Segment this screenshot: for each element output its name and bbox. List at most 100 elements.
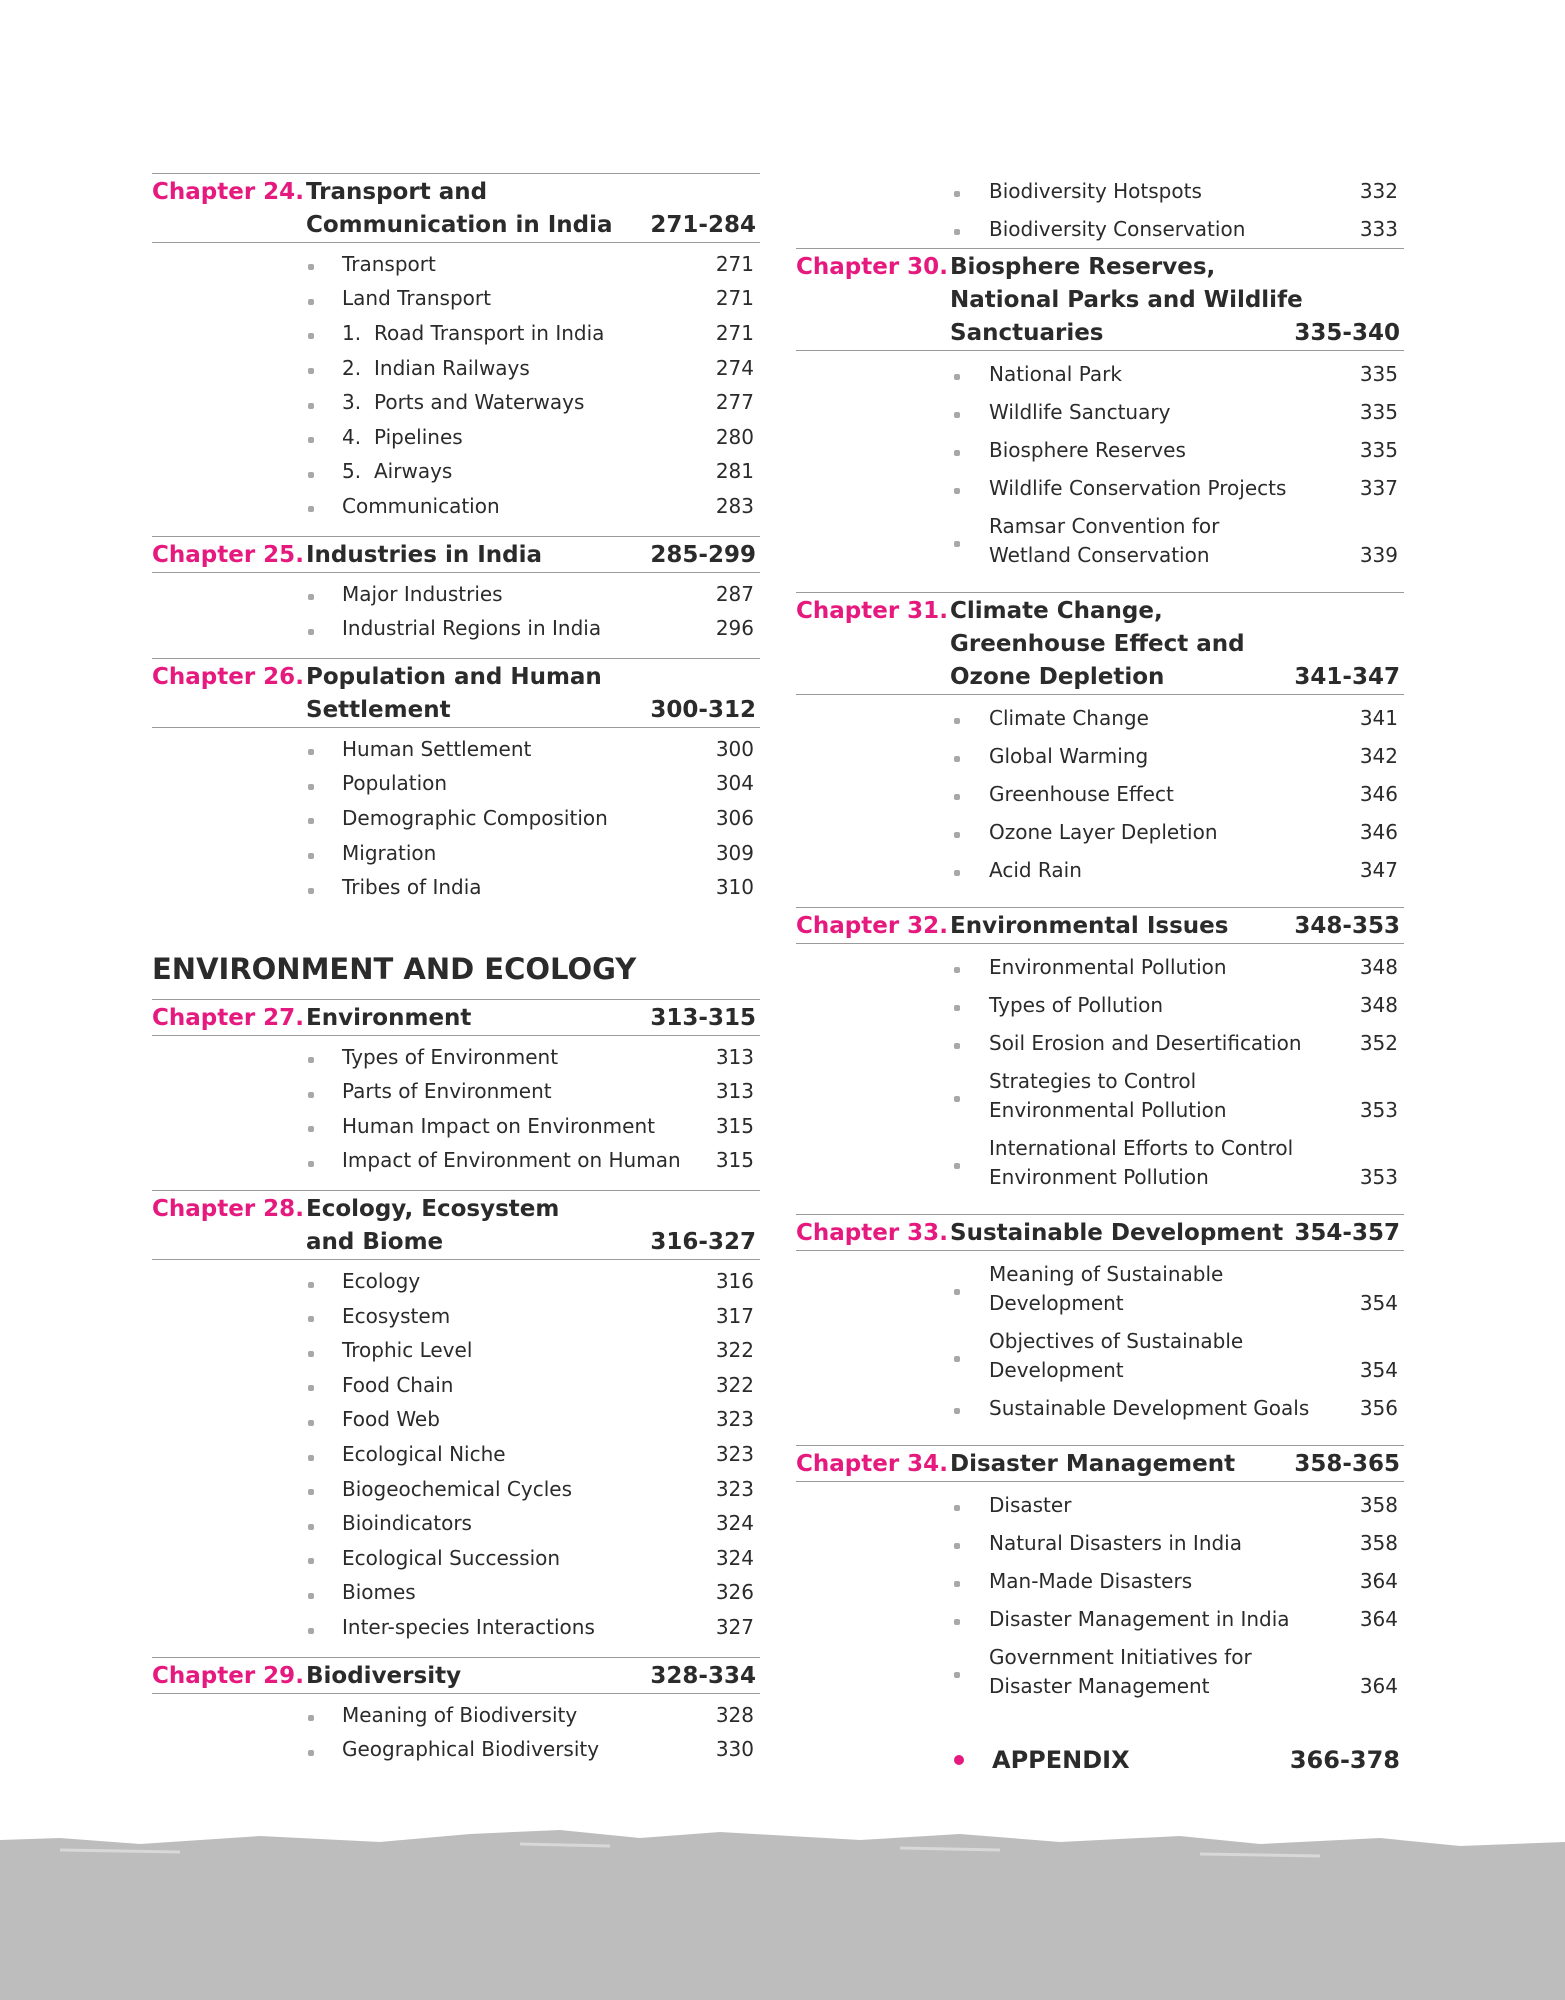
toc-item: 3. Ports and Waterways 277: [152, 385, 760, 420]
item-page: 309: [715, 840, 754, 865]
toc-item: Global Warming 342: [796, 737, 1404, 775]
item-text: Types of Pollution: [989, 991, 1404, 1020]
chapter-pages: 358-365: [1294, 1451, 1400, 1477]
bullet: [954, 1043, 960, 1049]
item-text: Types of Environment: [342, 1043, 760, 1072]
bullet: [308, 1419, 314, 1426]
item-text: Natural Disasters in India: [989, 1529, 1404, 1558]
item-text: Climate Change: [989, 704, 1404, 733]
chapter: Chapter 32. Environmental Issues 348-353 En…: [796, 907, 1404, 1196]
item-page: 296: [715, 616, 754, 641]
appendix: APPENDIX 366-378: [796, 1743, 1404, 1777]
item-text: Ecological Niche: [342, 1440, 760, 1469]
toc-item: Meaning of Sustainable Development 354: [796, 1255, 1404, 1322]
item-text: Meaning of Biodiversity: [342, 1701, 760, 1730]
left-column: Chapter 24. Transport and Communication in…: [152, 173, 760, 1779]
bullet: [954, 967, 960, 973]
item-text: Geographical Biodiversity: [342, 1735, 760, 1764]
chapter-pages: 285-299: [650, 541, 756, 568]
item-line: Geographical Biodiversity: [342, 1737, 600, 1762]
item-line: Demographic Composition: [342, 805, 608, 830]
toc-item: Government Initiatives for Disaster Manag…: [796, 1638, 1404, 1705]
bullet: [308, 1057, 314, 1064]
item-line: Ecology: [342, 1269, 421, 1294]
toc-item: Industrial Regions in India 296: [152, 611, 760, 646]
item-line: Communication: [342, 493, 500, 518]
chapter: Chapter 33. Sustainable Development 354-35…: [796, 1214, 1404, 1427]
bullet: [954, 756, 960, 762]
item-text: Indian Railways: [374, 354, 760, 383]
item-text: Parts of Environment: [342, 1077, 760, 1106]
title-line: Climate Change,: [950, 598, 1163, 624]
chapter-head: Chapter 33. Sustainable Development 354-35…: [796, 1215, 1404, 1251]
toc-item: Major Industries 287: [152, 577, 760, 612]
item-line: Environment Pollution: [989, 1164, 1209, 1189]
bullet: [954, 832, 960, 838]
item-line: Ports and Waterways: [374, 390, 585, 415]
toc-item: Tribes of India 310: [152, 870, 760, 905]
toc-item: Biodiversity Hotspots 332: [796, 172, 1404, 210]
item-page: 304: [715, 771, 754, 796]
item-page: 327: [715, 1615, 754, 1640]
item-line: Types of Environment: [342, 1044, 559, 1069]
item-line: Bioindicators: [342, 1511, 472, 1536]
chapter: Chapter 28. Ecology, Ecosystem and Biome 31…: [152, 1190, 760, 1645]
item-page: 281: [715, 459, 754, 484]
chapter-title: Transport and Communication in India: [306, 176, 760, 242]
item-line: Land Transport: [342, 286, 491, 311]
bullet: [954, 229, 960, 235]
items: National Park 335 Wildlife Sanctuary 335 Bio…: [796, 351, 1404, 574]
item-text: Biomes: [342, 1578, 760, 1607]
item-page: 337: [1359, 475, 1398, 500]
item-line: Ecological Niche: [342, 1442, 506, 1467]
item-page: 310: [715, 875, 754, 900]
item-text: Food Web: [342, 1405, 760, 1434]
item-line: Natural Disasters in India: [989, 1530, 1242, 1555]
item-page: 356: [1359, 1395, 1398, 1420]
item-text: Greenhouse Effect: [989, 780, 1404, 809]
chapter-pages: 348-353: [1294, 913, 1400, 939]
toc-item: National Park 335: [796, 355, 1404, 393]
chapter-head: Chapter 26. Population and Human Settlemen…: [152, 659, 760, 728]
item-line: Indian Railways: [374, 355, 530, 380]
item-page: 335: [1359, 437, 1398, 462]
item-page: 348: [1359, 954, 1398, 979]
bullet: [308, 1627, 314, 1634]
title-line: Greenhouse Effect and: [950, 631, 1245, 657]
toc-item: Geographical Biodiversity 330: [152, 1732, 760, 1767]
item-text: Wildlife Conservation Projects: [989, 474, 1404, 503]
bullet: [308, 853, 314, 860]
toc-item: Man-Made Disasters 364: [796, 1562, 1404, 1600]
item-page: 313: [715, 1079, 754, 1104]
bullet: [308, 594, 314, 601]
title-line: Biodiversity: [306, 1662, 462, 1689]
item-text: Government Initiatives for Disaster Manag…: [989, 1643, 1404, 1701]
item-page: 322: [715, 1372, 754, 1397]
bullet: [308, 1091, 314, 1098]
item-line: Ecological Succession: [342, 1545, 561, 1570]
item-line: Inter-species Interactions: [342, 1615, 595, 1640]
toc-item: Population 304: [152, 767, 760, 802]
bullet: [308, 1385, 314, 1392]
title-line: Environmental Issues: [950, 913, 1229, 939]
chapter-label: Chapter 30.: [796, 254, 948, 280]
appendix-pages: 366-378: [1289, 1746, 1400, 1774]
title-line: Sustainable Development: [950, 1220, 1284, 1246]
toc-item: Parts of Environment 313: [152, 1075, 760, 1110]
item-line: International Efforts to Control: [989, 1135, 1294, 1160]
toc-item: Climate Change 341: [796, 699, 1404, 737]
bullet: [954, 488, 960, 494]
item-text: Food Chain: [342, 1371, 760, 1400]
item-text: Impact of Environment on Human: [342, 1146, 760, 1175]
chapter-title: Industries in India: [306, 539, 760, 572]
chapter-label: Chapter 29.: [152, 1662, 304, 1689]
item-text: Objectives of Sustainable Development: [989, 1327, 1404, 1385]
bullet: [308, 1126, 314, 1133]
item-line: Disaster: [989, 1492, 1072, 1517]
items: Environmental Pollution 348 Types of Pollu…: [796, 944, 1404, 1196]
title-line: Settlement: [306, 696, 451, 723]
item-text: Strategies to Control Environmental Pollu…: [989, 1067, 1404, 1125]
item-text: Man-Made Disasters: [989, 1567, 1404, 1596]
bullet: [954, 794, 960, 800]
item-page: 364: [1359, 1673, 1398, 1698]
